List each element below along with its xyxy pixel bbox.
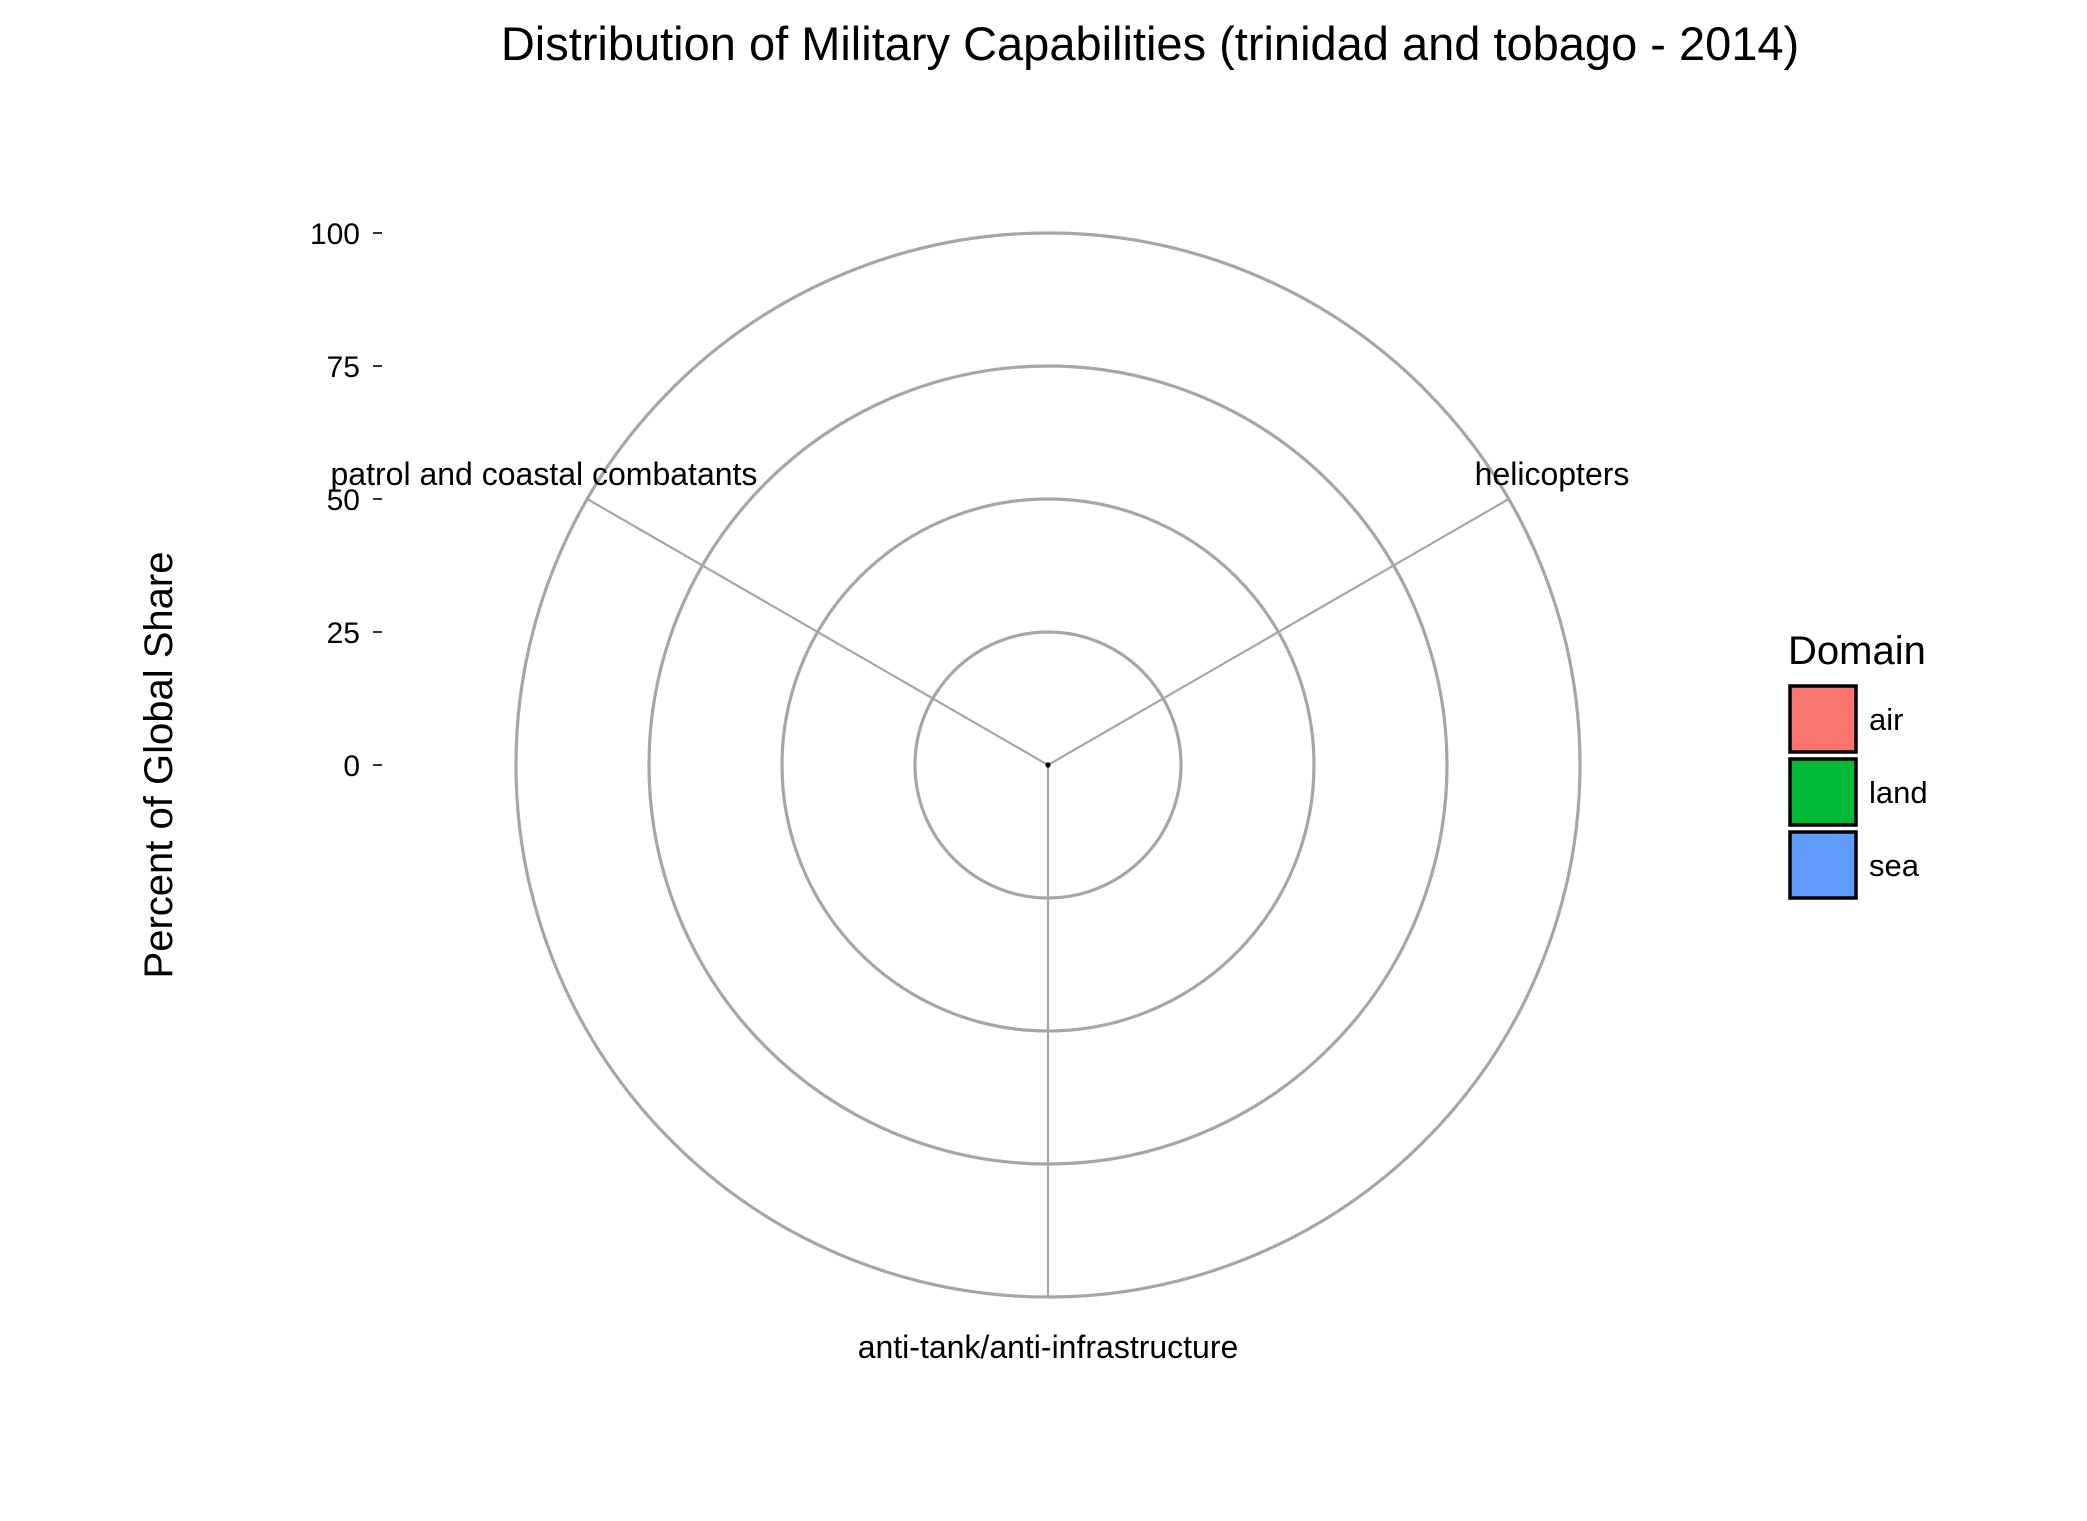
y-tick-label: 50	[327, 484, 360, 517]
category-label: patrol and coastal combatants	[331, 456, 758, 492]
legend-key-sea	[1788, 830, 1858, 900]
legend-label-land: land	[1869, 775, 1928, 810]
legend-label-sea: sea	[1869, 848, 1920, 883]
y-tick-label: 25	[327, 617, 360, 650]
legend-key-air	[1788, 684, 1858, 754]
polar-grid	[514, 231, 1582, 1299]
y-tick-label: 75	[327, 351, 360, 384]
y-tick-label: 0	[343, 750, 360, 783]
legend-label-air: air	[1869, 702, 1903, 737]
spoke-line	[586, 498, 1049, 766]
legend-title: Domain	[1788, 629, 1926, 673]
y-tick-label: 100	[310, 218, 360, 251]
legend: Domain air land sea	[1788, 629, 1928, 900]
data-marks	[1045, 762, 1051, 768]
legend-key-land	[1788, 757, 1858, 827]
y-axis: 0 25 50 75 100	[310, 218, 382, 783]
spoke-line	[1047, 498, 1510, 766]
zero-bar-point	[1045, 762, 1051, 768]
category-labels: helicopters anti-tank/anti-infrastructure…	[331, 456, 1630, 1365]
y-axis-label: Percent of Global Share	[137, 552, 181, 979]
category-label: anti-tank/anti-infrastructure	[858, 1329, 1239, 1365]
chart-title: Distribution of Military Capabilities (t…	[501, 17, 1799, 70]
category-label: helicopters	[1475, 456, 1630, 492]
